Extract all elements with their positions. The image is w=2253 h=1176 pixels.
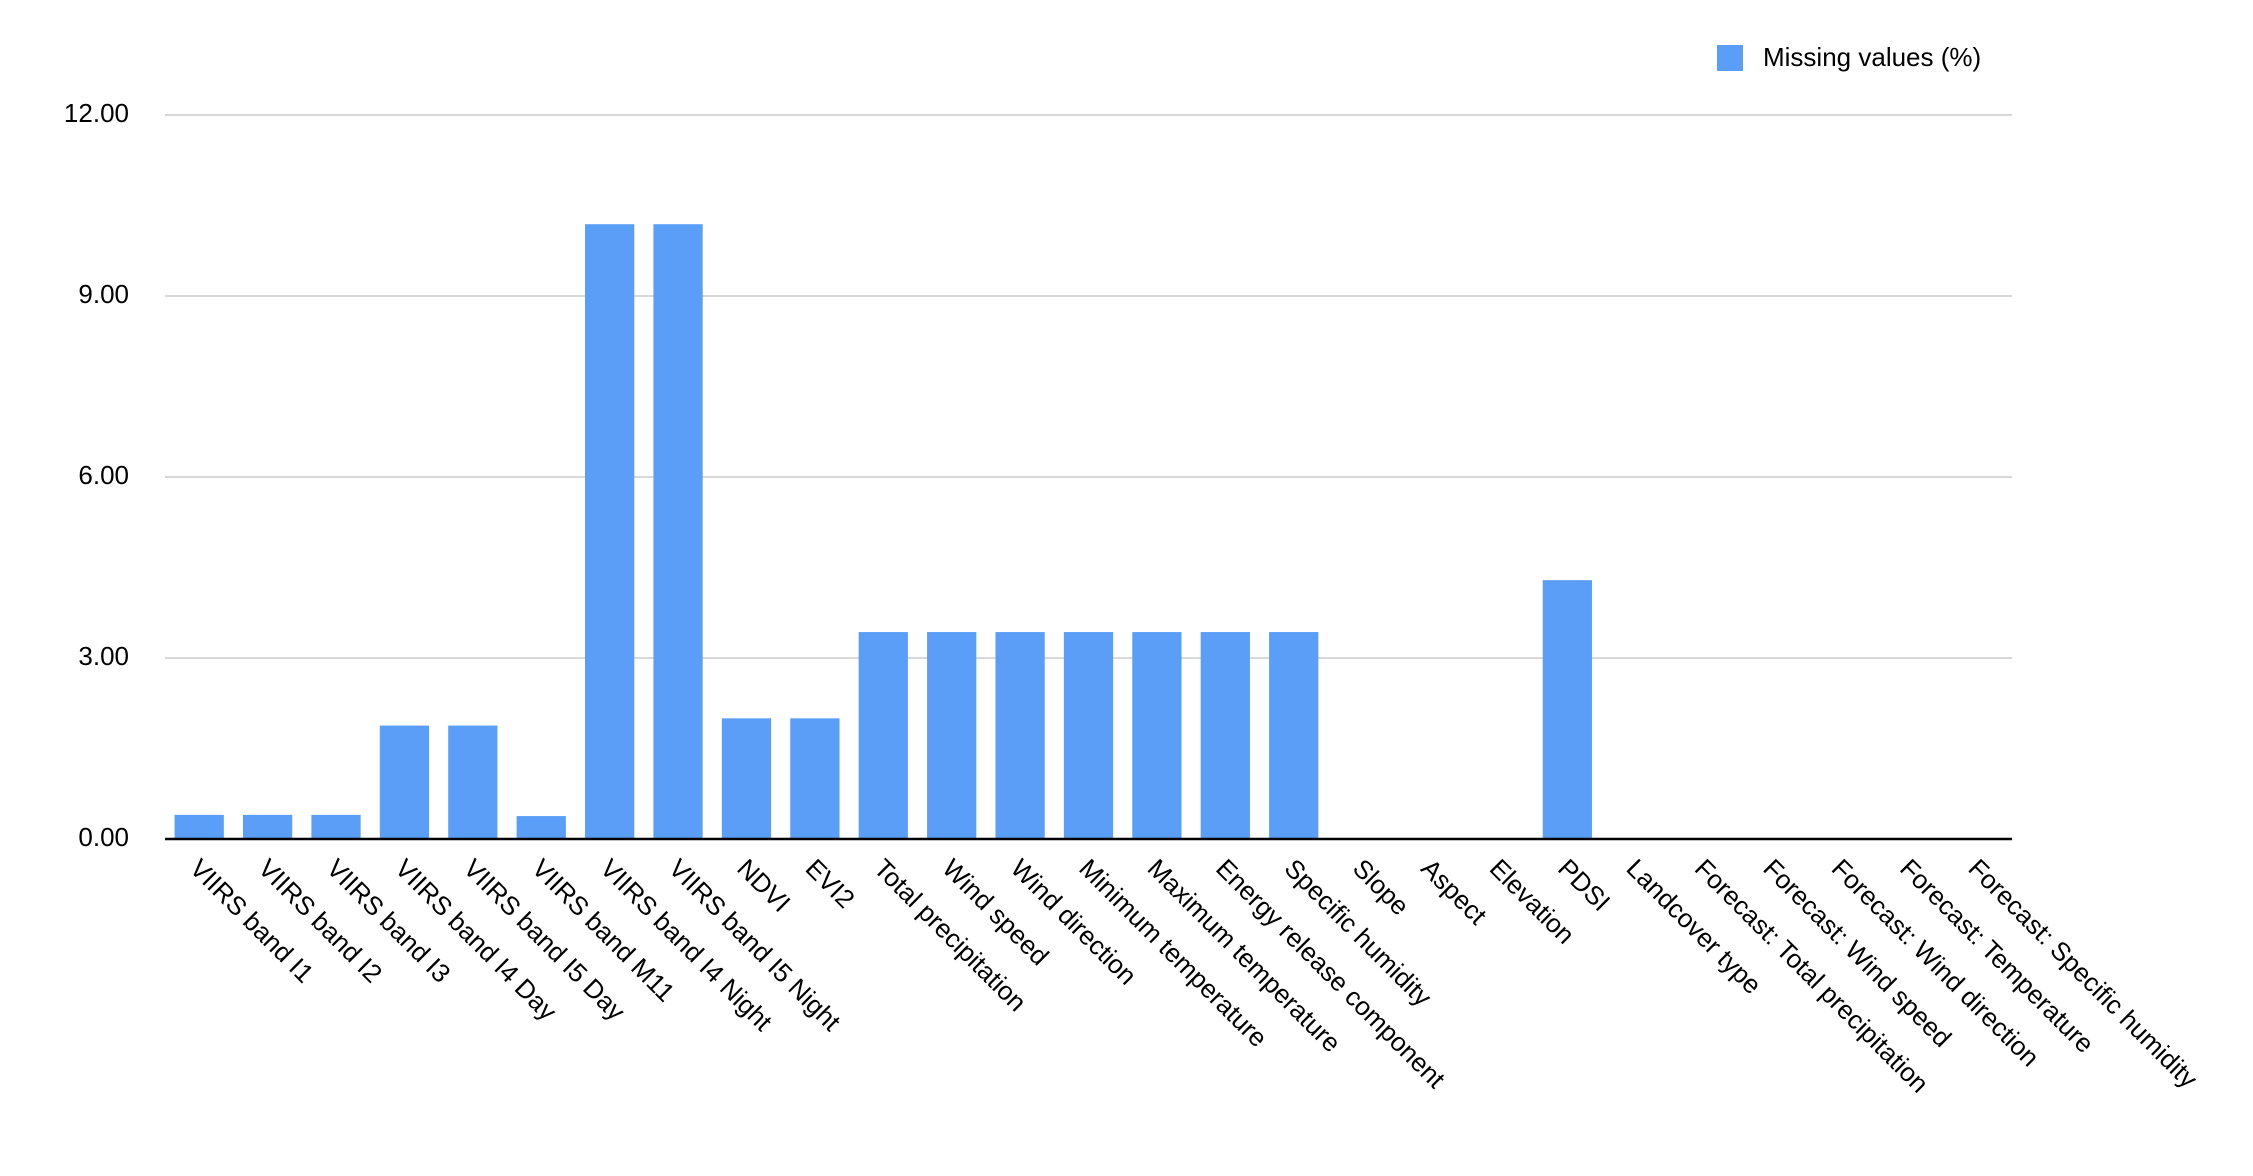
bar — [927, 632, 977, 839]
bar — [790, 718, 840, 839]
bar — [311, 814, 361, 839]
bar — [858, 632, 908, 839]
bar — [1269, 632, 1319, 839]
bar — [242, 814, 293, 839]
bar — [653, 224, 703, 839]
bar — [995, 632, 1045, 839]
bar — [1132, 632, 1182, 839]
bar — [379, 725, 430, 839]
bar — [721, 718, 772, 839]
x-tick-label: EVI2 — [800, 853, 861, 914]
x-tick-label: Aspect — [1415, 853, 1493, 931]
bar — [585, 224, 635, 839]
y-tick-label: 3.00 — [78, 641, 129, 671]
y-tick-label: 12.00 — [64, 98, 129, 128]
legend-label: Missing values (%) — [1763, 42, 1981, 72]
y-tick-label: 0.00 — [78, 822, 129, 852]
bar — [174, 814, 224, 839]
legend-swatch — [1717, 45, 1743, 71]
bar — [448, 725, 498, 839]
x-tick-label: PDSI — [1552, 853, 1616, 917]
x-tick-label: NDVI — [731, 853, 796, 918]
bar — [516, 816, 566, 839]
y-tick-label: 9.00 — [78, 279, 129, 309]
y-tick-label: 6.00 — [78, 460, 129, 490]
bar — [1063, 632, 1114, 839]
bar — [1200, 632, 1250, 839]
bar — [1542, 580, 1592, 839]
